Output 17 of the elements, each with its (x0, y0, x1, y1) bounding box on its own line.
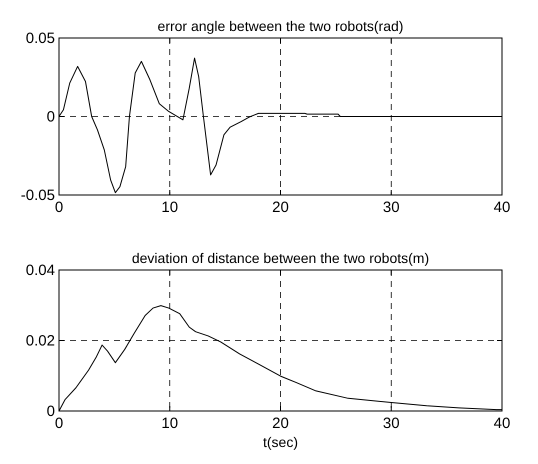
y-tick-label: 0 (46, 403, 55, 420)
chart-title: deviation of distance between the two robots(m) (132, 250, 430, 266)
x-tick-label: 30 (382, 415, 400, 432)
y-tick-label: -0.05 (20, 187, 55, 204)
y-tick-label: 0.05 (26, 30, 55, 47)
chart-title: error angle between the two robots(rad) (158, 18, 404, 34)
x-tick-label: 20 (272, 199, 289, 216)
x-tick-label: 40 (494, 415, 510, 432)
x-tick-label: 40 (494, 199, 510, 216)
x-axis-title: t(sec) (263, 434, 298, 450)
y-tick-label: 0 (46, 108, 55, 126)
x-tick-label: 20 (272, 415, 289, 432)
y-tick-label: 0.04 (26, 262, 55, 279)
x-tick-label: 10 (161, 199, 178, 216)
x-tick-label: 30 (382, 199, 400, 216)
x-tick-label: 10 (161, 415, 178, 432)
y-tick-label: 0.02 (26, 332, 55, 350)
